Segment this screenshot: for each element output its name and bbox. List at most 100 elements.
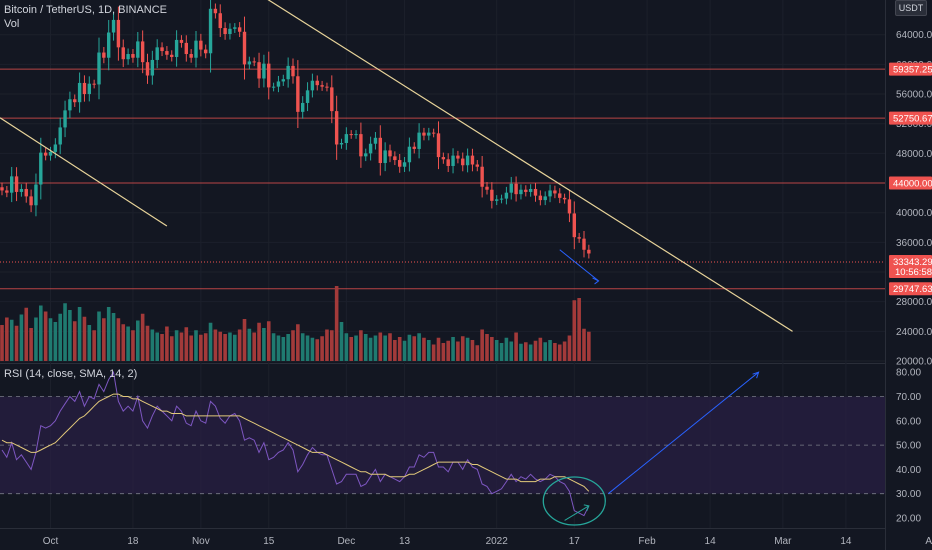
volume-bar <box>189 335 193 361</box>
time-tick-label: Nov <box>192 536 210 547</box>
volume-bar <box>368 337 373 361</box>
volume-bar <box>296 324 300 361</box>
candle-body <box>34 184 38 206</box>
volume-bar <box>417 333 421 361</box>
candle-body <box>422 132 426 136</box>
volume-bar <box>160 334 164 361</box>
candle-body <box>145 62 150 76</box>
volume-bar <box>344 333 349 361</box>
candle-body <box>271 86 276 88</box>
candle-body <box>456 155 460 159</box>
volume-bar <box>77 307 82 361</box>
symbol-title[interactable]: Bitcoin / TetherUS, 1D, BINANCE <box>4 4 168 16</box>
price-tick-label: 28000.00 <box>896 297 932 308</box>
candle-body <box>218 13 222 29</box>
volume-bar <box>150 329 155 361</box>
candle-body <box>160 47 164 52</box>
volume-legend: Vol <box>4 18 19 30</box>
volume-bar <box>169 336 174 361</box>
candle-body <box>111 19 116 33</box>
rsi-label[interactable]: RSI (14, close, SMA, 14, 2) <box>4 368 138 380</box>
volume-bar <box>451 337 455 361</box>
volume-bar <box>460 336 465 361</box>
volume-bar <box>208 322 213 361</box>
candle-body <box>121 47 125 60</box>
candle-body <box>519 189 523 195</box>
volume-bar <box>271 333 276 361</box>
candle-body <box>417 132 421 149</box>
grid <box>0 363 885 364</box>
time-tick-label: Feb <box>638 536 656 547</box>
currency-badge[interactable]: USDT <box>895 0 927 16</box>
candle-body <box>82 82 87 95</box>
candle-body <box>436 133 441 158</box>
candle-body <box>364 153 368 157</box>
volume-bar <box>354 335 358 361</box>
volume-bar <box>441 343 446 361</box>
candle-body <box>451 155 455 166</box>
volume-bar <box>184 327 189 361</box>
volume-bar <box>291 330 295 361</box>
volume-bar <box>218 331 223 361</box>
volume-label[interactable]: Vol <box>4 18 20 30</box>
candle-body <box>276 81 281 87</box>
volume-bar <box>514 332 518 361</box>
volume-bar <box>543 342 547 361</box>
candle-body <box>543 196 547 201</box>
price-line-tag <box>889 62 932 76</box>
price-line-tag-label: 44000.00 <box>893 179 932 190</box>
candle-body <box>480 166 484 187</box>
volume-bar <box>121 324 126 361</box>
time-tick-label: 18 <box>127 536 139 547</box>
candle-body <box>199 40 203 50</box>
candle-body <box>465 155 470 166</box>
candle-body <box>499 198 504 200</box>
candle-body <box>330 87 334 112</box>
volume-bar <box>538 337 543 361</box>
candle-body <box>116 19 121 48</box>
symbol-legend: Bitcoin / TetherUS, 1D, BINANCE <box>4 4 167 16</box>
candle-body <box>548 190 552 197</box>
volume-bar <box>388 333 392 361</box>
price-tick-label: 56000.00 <box>896 90 932 101</box>
volume-bar <box>194 330 198 361</box>
volume-bar <box>14 325 19 361</box>
candle-body <box>538 195 543 201</box>
trendline-drawings[interactable] <box>0 0 793 332</box>
price-line-tag-label: 59357.25 <box>893 65 932 76</box>
volume-bar <box>446 340 450 361</box>
candle-body <box>398 160 402 167</box>
volume-bar <box>228 332 232 361</box>
time-tick-label: Mar <box>774 536 792 547</box>
candle-body <box>441 157 446 160</box>
candle-body <box>524 189 528 192</box>
candle-body <box>378 137 382 164</box>
projection-arrow <box>559 249 599 282</box>
volume-bar <box>587 331 591 361</box>
volume-bar <box>509 341 514 361</box>
rsi-breakout-arrowhead <box>752 371 760 379</box>
volume-bar <box>68 310 72 361</box>
volume-bar <box>276 335 281 361</box>
candle-body <box>558 193 562 198</box>
price-axis[interactable]: 20000.0024000.0028000.0032000.0036000.00… <box>885 0 932 550</box>
volume-bar <box>92 330 96 361</box>
volume-bar <box>407 334 412 361</box>
candle-body <box>315 80 319 86</box>
volume-bar <box>427 340 431 361</box>
volume-bar <box>257 322 261 361</box>
time-axis[interactable]: 13Oct18Nov15Dec13202217Feb14Mar14Apr <box>0 528 932 548</box>
volume-bar <box>97 311 101 361</box>
candle-body <box>262 63 266 79</box>
candle-body <box>92 83 96 85</box>
candle-body <box>48 151 53 156</box>
volume-bar <box>174 330 179 361</box>
candle-body <box>29 196 33 206</box>
volume-bar <box>145 325 150 361</box>
candle-body <box>334 111 339 145</box>
volume-bar <box>548 340 552 361</box>
volume-bar <box>155 332 159 361</box>
rsi-tick-label: 40.00 <box>896 465 921 476</box>
candle-body <box>237 27 242 32</box>
